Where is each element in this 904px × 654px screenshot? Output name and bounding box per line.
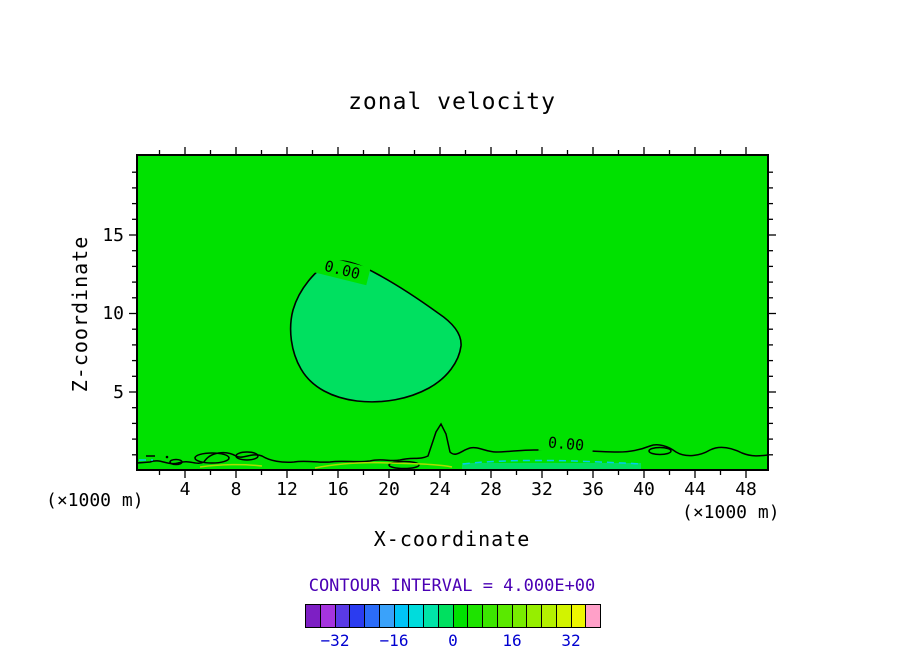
contour-label-backing [313,254,371,286]
colorbar-cell [438,605,454,627]
colorbar-tick-label: −16 [379,631,409,650]
x-tick-label: 24 [429,479,451,500]
contour-label-backing [538,432,594,456]
surface-zero-contour [136,422,769,465]
colorbar-cell [586,605,600,627]
colorbar-cell [453,605,469,627]
x-tick-label: 12 [276,479,298,500]
plot-title: zonal velocity [348,89,556,115]
colorbar-tick-label: −32 [320,631,350,650]
colorbar-cells [305,604,601,628]
x-tick-label: 44 [684,479,706,500]
plot-area-fill [137,155,768,470]
surface-closed-contour [169,458,183,466]
x-tick-label: 8 [230,479,242,500]
colorbar-cell [468,605,483,627]
contour-label-lower: 0.00 [538,432,594,456]
x-tick-label: 20 [378,479,400,500]
x-tick-label: 36 [582,479,604,500]
surface-closed-contour [388,460,420,470]
x-tick-label: 28 [480,479,502,500]
positive-contour-line [199,463,263,468]
colorbar-cell [512,605,528,627]
surface-closed-contour [235,451,259,461]
x-axis-label: X-coordinate [373,527,531,551]
x-tick-label: 32 [531,479,553,500]
colorbar-cell [424,605,439,627]
colorbar-cell [556,605,572,627]
colorbar-cell [542,605,557,627]
surface-closed-contour [194,452,230,464]
colorbar-cell [350,605,365,627]
y-axis-unit: (×1000 m) [46,490,144,511]
colorbar-cell [335,605,351,627]
colorbar-cell [409,605,424,627]
axis-ticks [129,147,776,478]
x-tick-label: 40 [633,479,655,500]
y-tick-label: 15 [102,225,124,246]
colorbar-cell [497,605,513,627]
x-tick-label: 48 [735,479,757,500]
surface-negative-band [462,463,641,470]
colorbar-cell [320,605,336,627]
colorbar-cell [365,605,380,627]
contour-interval-text: CONTOUR INTERVAL = 4.000E+00 [308,576,596,596]
positive-contour-line [314,461,453,469]
negative-contour-dashed [462,459,642,465]
colorbar-tick-label: 0 [448,631,458,650]
colorbar-tick-label: 32 [561,631,581,650]
x-tick-label: 16 [327,479,349,500]
plot-frame [136,154,769,471]
surface-contour-dot [165,455,169,459]
y-tick-label: 10 [102,303,124,324]
colorbar-cell [483,605,498,627]
colorbar-tick-label: 16 [502,631,522,650]
zero-contour-region [289,260,462,403]
y-tick-label: 5 [113,382,124,403]
colorbar-cell [527,605,542,627]
colorbar-cell [394,605,410,627]
contour-label-text: 0.00 [547,433,585,454]
surface-contours [136,422,769,470]
surface-closed-contour [648,446,672,456]
colorbar-cell [306,605,321,627]
colorbar-cell [379,605,395,627]
x-tick-label: 4 [179,479,191,500]
colorbar-cell [571,605,587,627]
x-axis-unit: (×1000 m) [682,502,780,523]
